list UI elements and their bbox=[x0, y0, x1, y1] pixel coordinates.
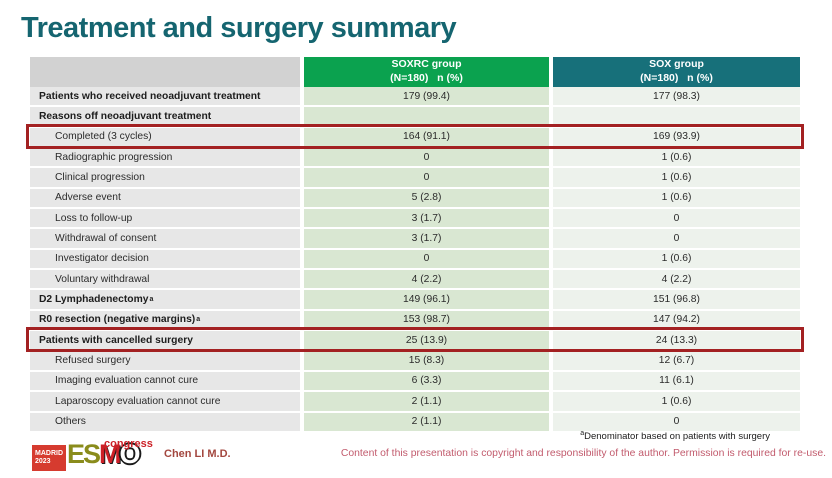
esmo-letter-m: M bbox=[99, 439, 121, 469]
row-label: Completed (3 cycles) bbox=[30, 127, 300, 149]
soxrc-group-subtitle: (N=180) n (%) bbox=[390, 72, 463, 84]
soxrc-value: 179 (99.4) bbox=[304, 87, 549, 108]
soxrc-value: 6 (3.3) bbox=[304, 371, 549, 393]
soxrc-value: 5 (2.8) bbox=[304, 188, 549, 210]
sox-value: 12 (6.7) bbox=[553, 351, 800, 372]
soxrc-value: 0 bbox=[304, 168, 549, 189]
sox-value: 24 (13.3) bbox=[553, 331, 800, 352]
table-row: Loss to follow-up 3 (1.7) 0 bbox=[30, 209, 800, 230]
sox-group-title: SOX group bbox=[649, 58, 704, 71]
sox-value: 147 (94.2) bbox=[553, 310, 800, 332]
table-row: Patients who received neoadjuvant treatm… bbox=[30, 87, 800, 108]
soxrc-value bbox=[304, 107, 549, 128]
row-label: Radiographic progression bbox=[30, 148, 300, 169]
soxrc-value: 2 (1.1) bbox=[304, 412, 549, 433]
table-row: Reasons off neoadjuvant treatment bbox=[30, 107, 800, 128]
row-label: Patients who received neoadjuvant treatm… bbox=[30, 87, 300, 108]
row-label: Imaging evaluation cannot cure bbox=[30, 371, 300, 393]
sox-value: 0 bbox=[553, 229, 800, 250]
table-row: Patients with cancelled surgery 25 (13.9)… bbox=[26, 327, 804, 353]
soxrc-value: 0 bbox=[304, 148, 549, 169]
sox-value: 169 (93.9) bbox=[553, 127, 800, 149]
table-row: Laparoscopy evaluation cannot cure 2 (1.1… bbox=[30, 392, 800, 413]
table-row: Refused surgery 15 (8.3) 12 (6.7) bbox=[30, 351, 800, 372]
row-label: Adverse event bbox=[30, 188, 300, 210]
soxrc-value: 153 (98.7) bbox=[304, 310, 549, 332]
soxrc-value: 0 bbox=[304, 249, 549, 271]
row-label: Laparoscopy evaluation cannot cure bbox=[30, 392, 300, 413]
row-label: Investigator decision bbox=[30, 249, 300, 271]
author-name: Chen LI M.D. bbox=[164, 448, 231, 460]
copyright-notice: Content of this presentation is copyrigh… bbox=[340, 448, 826, 459]
table-body: Patients who received neoadjuvant treatm… bbox=[26, 87, 804, 433]
soxrc-value: 2 (1.1) bbox=[304, 392, 549, 413]
congress-label: congress bbox=[104, 438, 153, 450]
row-label: Withdrawal of consent bbox=[30, 229, 300, 250]
soxrc-value: 149 (96.1) bbox=[304, 290, 549, 311]
esmo-letter-o: O bbox=[119, 439, 141, 469]
row-label: Refused surgery bbox=[30, 351, 300, 372]
row-label: Voluntary withdrawal bbox=[30, 270, 300, 291]
sox-value: 4 (2.2) bbox=[553, 270, 800, 291]
table-row: Others 2 (1.1) 0 bbox=[30, 412, 800, 433]
table-row: Clinical progression 0 1 (0.6) bbox=[30, 168, 800, 189]
row-label: Reasons off neoadjuvant treatment bbox=[30, 107, 300, 128]
page-title: Treatment and surgery summary bbox=[21, 12, 457, 44]
header-cell-soxrc-group: SOXRC group (N=180) n (%) bbox=[304, 57, 549, 87]
sox-value: 1 (0.6) bbox=[553, 148, 800, 169]
soxrc-value: 15 (8.3) bbox=[304, 351, 549, 372]
header-cell-sox-group: SOX group (N=180) n (%) bbox=[553, 57, 800, 87]
sox-value: 1 (0.6) bbox=[553, 392, 800, 413]
header-cell-empty bbox=[30, 57, 300, 87]
logo-year: 2023 bbox=[35, 458, 51, 465]
table-row: Completed (3 cycles) 164 (91.1) 169 (93.9) bbox=[26, 123, 804, 150]
row-label: R0 resection (negative margins) a bbox=[30, 310, 300, 332]
row-label: Others bbox=[30, 412, 300, 433]
sox-value bbox=[553, 107, 800, 128]
soxrc-value: 3 (1.7) bbox=[304, 209, 549, 230]
soxrc-value: 25 (13.9) bbox=[304, 331, 549, 352]
table-footnote: aDenominator based on patients with surg… bbox=[580, 430, 770, 442]
table-row: Adverse event 5 (2.8) 1 (0.6) bbox=[30, 188, 800, 210]
row-label: D2 Lymphadenectomy a bbox=[30, 290, 300, 311]
esmo-wordmark: ESMO bbox=[67, 439, 141, 469]
table-row: Investigator decision 0 1 (0.6) bbox=[30, 249, 800, 271]
esmo-letters-es: ES bbox=[67, 439, 101, 469]
soxrc-value: 4 (2.2) bbox=[304, 270, 549, 291]
table-row: D2 Lymphadenectomy a 149 (96.1) 151 (96.8) bbox=[30, 290, 800, 311]
footnote-marker: a bbox=[580, 430, 585, 437]
table-row: Imaging evaluation cannot cure 6 (3.3) 11 … bbox=[30, 371, 800, 393]
soxrc-group-title: SOXRC group bbox=[391, 58, 462, 71]
logo-city: MADRID bbox=[35, 449, 63, 457]
table-header-row: SOXRC group (N=180) n (%) SOX group (N=1… bbox=[30, 57, 800, 87]
row-label: Loss to follow-up bbox=[30, 209, 300, 230]
soxrc-value: 164 (91.1) bbox=[304, 127, 549, 149]
sox-value: 0 bbox=[553, 209, 800, 230]
sox-value: 11 (6.1) bbox=[553, 371, 800, 393]
soxrc-value: 3 (1.7) bbox=[304, 229, 549, 250]
sox-value: 1 (0.6) bbox=[553, 168, 800, 189]
summary-table: SOXRC group (N=180) n (%) SOX group (N=1… bbox=[26, 57, 804, 433]
esmo-congress-logo: MADRID 2023 ESMO congress bbox=[32, 438, 162, 476]
table-row: Withdrawal of consent 3 (1.7) 0 bbox=[30, 229, 800, 250]
madrid-2023-badge: MADRID 2023 bbox=[32, 445, 66, 471]
sox-value: 1 (0.6) bbox=[553, 188, 800, 210]
table-row: Voluntary withdrawal 4 (2.2) 4 (2.2) bbox=[30, 270, 800, 291]
footnote-text: Denominator based on patients with surge… bbox=[584, 431, 770, 443]
table-row: Radiographic progression 0 1 (0.6) bbox=[30, 148, 800, 169]
sox-value: 151 (96.8) bbox=[553, 290, 800, 311]
sox-value: 0 bbox=[553, 412, 800, 433]
sox-group-subtitle: (N=180) n (%) bbox=[640, 72, 713, 84]
sox-value: 177 (98.3) bbox=[553, 87, 800, 108]
row-label: Clinical progression bbox=[30, 168, 300, 189]
table-row: R0 resection (negative margins) a 153 (98.… bbox=[30, 310, 800, 332]
sox-value: 1 (0.6) bbox=[553, 249, 800, 271]
row-label: Patients with cancelled surgery bbox=[30, 331, 300, 352]
